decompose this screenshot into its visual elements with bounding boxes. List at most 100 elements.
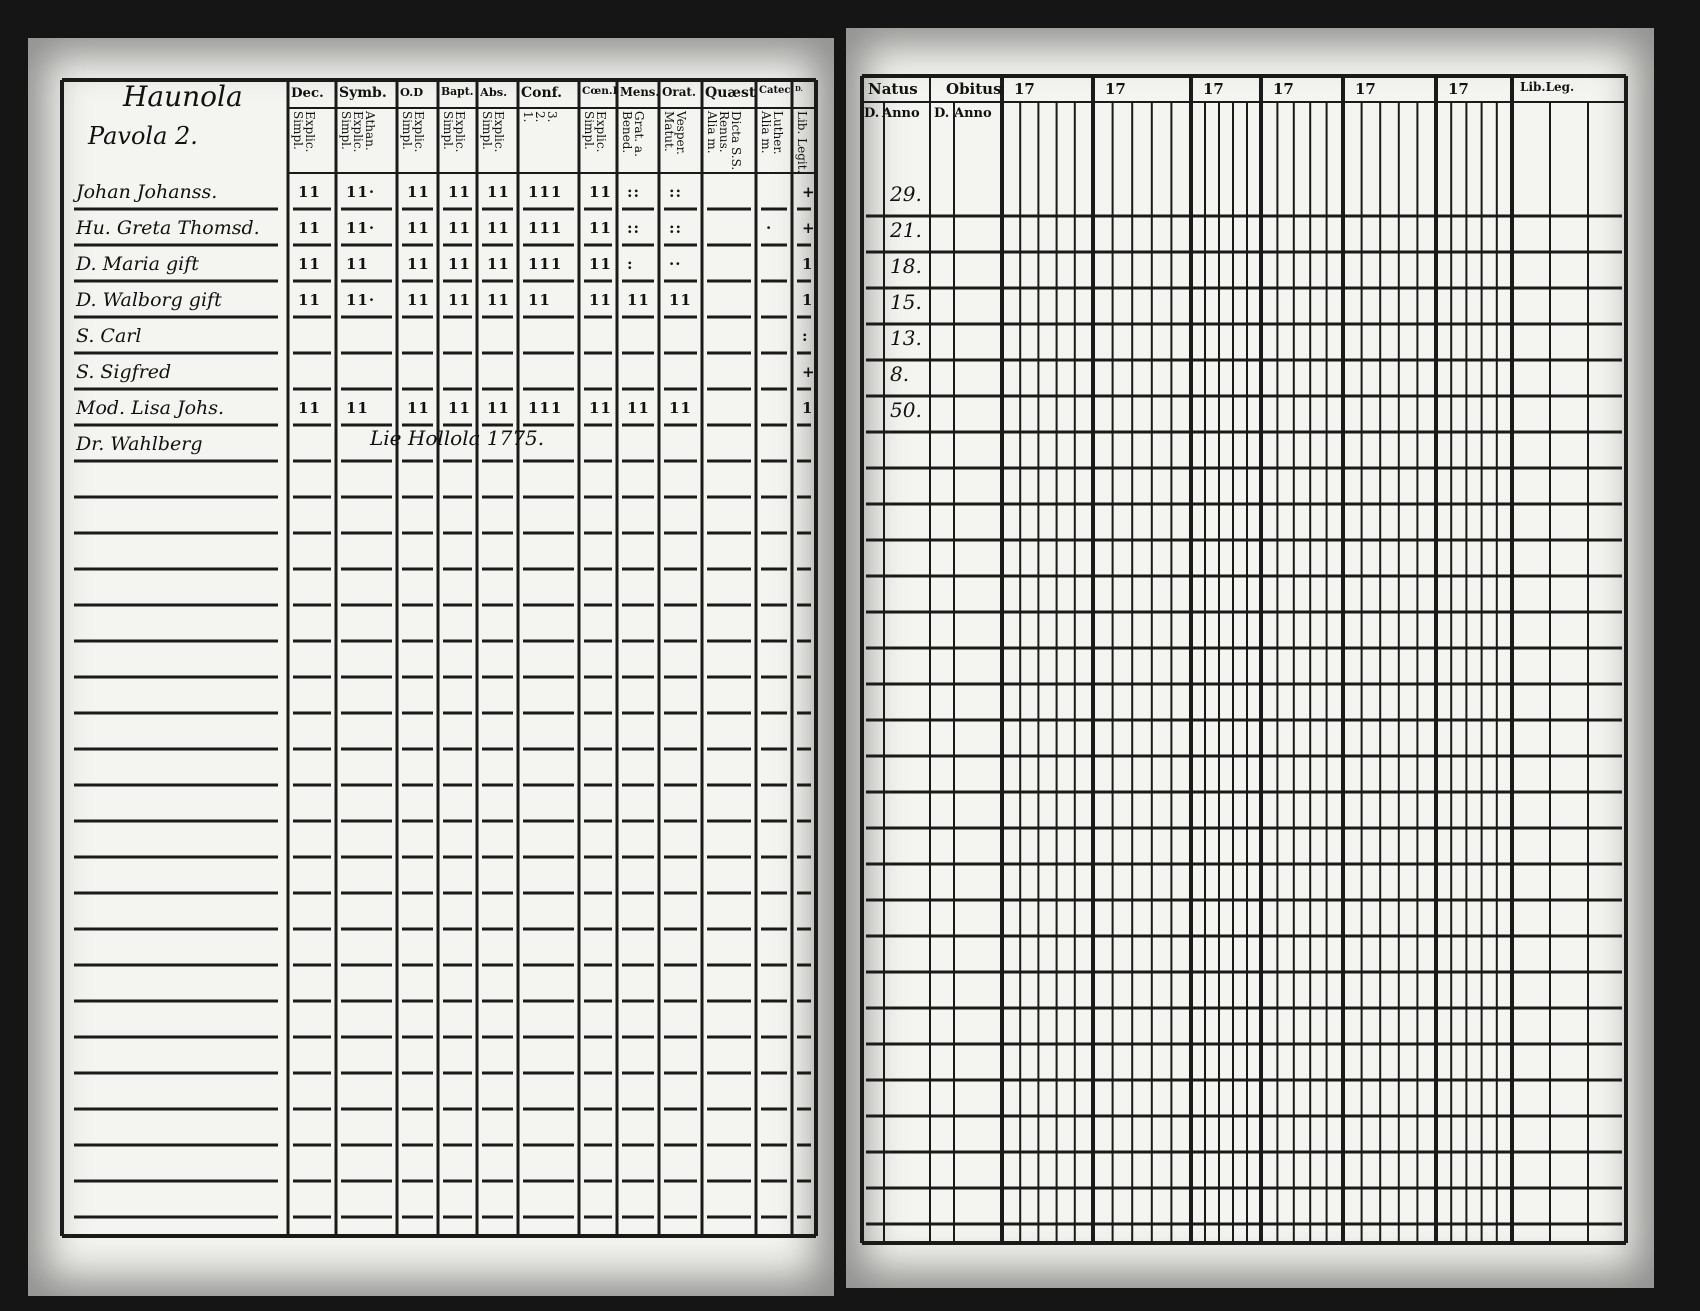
- catechism-mark: 1: [802, 399, 814, 417]
- column-subheader: Explic. Simpl.: [291, 111, 317, 153]
- person-name: Johan Johanss.: [76, 181, 218, 203]
- catechism-mark: ::: [627, 183, 641, 201]
- catechism-mark: 111: [528, 399, 563, 417]
- catechism-mark: 11: [589, 183, 612, 201]
- catechism-mark: 11: [669, 399, 692, 417]
- catechism-mark: 11: [528, 291, 551, 309]
- catechism-mark: 11: [448, 255, 471, 273]
- catechism-mark: 11: [589, 291, 612, 309]
- column-header: Quæst.: [705, 85, 755, 101]
- year-header: 17: [1105, 80, 1126, 98]
- lib-leg-header: Lib.Leg.: [1520, 80, 1575, 94]
- column-subheader: Explic. Simpl.: [582, 111, 608, 153]
- obitus-header: Obitus: [946, 80, 1002, 98]
- birth-year: 18.: [890, 254, 922, 278]
- catechism-mark: 11: [627, 399, 650, 417]
- catechism-mark: 11: [487, 183, 510, 201]
- catechism-mark: 11: [298, 255, 321, 273]
- catechism-mark: 11·: [346, 183, 376, 201]
- column-subheader: Lib. Legit.: [795, 111, 809, 174]
- catechism-mark: ::: [627, 219, 641, 237]
- column-header: O.D: [400, 85, 424, 99]
- column-header: Abs.: [480, 85, 508, 99]
- column-subheader: Grat. a. Bened.: [620, 111, 646, 157]
- column-subheader: Dicta S.S. Renus. Alia m.: [705, 111, 743, 171]
- catechism-mark: 11: [407, 255, 430, 273]
- catechism-mark: 11: [448, 399, 471, 417]
- year-header: 17: [1273, 80, 1294, 98]
- column-subheader: Luther. Alia m.: [759, 111, 785, 155]
- person-name: S. Sigfred: [76, 361, 172, 383]
- catechism-mark: 111: [528, 255, 563, 273]
- catechism-mark: 11: [407, 291, 430, 309]
- left-grid: [60, 78, 818, 1238]
- birth-year: 13.: [890, 326, 922, 350]
- birth-year: 15.: [890, 290, 922, 314]
- column-header: Mens.: [620, 85, 658, 99]
- column-header: Catech.: [759, 85, 791, 96]
- right-grid: [860, 74, 1628, 1245]
- obitus-day-header: D.: [934, 106, 950, 121]
- village-name: Haunola: [123, 80, 243, 113]
- natus-anno-header: Anno: [882, 106, 920, 121]
- catechism-mark: 11: [407, 399, 430, 417]
- column-header: Orat.: [662, 85, 697, 99]
- catechism-mark: 11: [589, 255, 612, 273]
- catechism-mark: 11: [298, 399, 321, 417]
- catechism-mark: 11·: [346, 291, 376, 309]
- year-header: 17: [1014, 80, 1035, 98]
- column-header: Bapt.: [441, 85, 474, 98]
- catechism-mark: 11: [669, 291, 692, 309]
- catechism-mark: 111: [528, 219, 563, 237]
- catechism-mark: 11: [407, 219, 430, 237]
- left-page: Haunola Pavola 2. Dec. Explic. Simpl. Symb…: [28, 38, 834, 1296]
- catechism-mark: 11: [407, 183, 430, 201]
- catechism-mark: 11: [589, 219, 612, 237]
- removal-note: Lie Hollola 1775.: [370, 426, 545, 450]
- catechism-mark: ·: [766, 219, 773, 237]
- catechism-mark: 11: [298, 219, 321, 237]
- catechism-mark: 111: [528, 183, 563, 201]
- natus-header: Natus: [868, 80, 918, 98]
- catechism-mark: ::: [669, 183, 683, 201]
- birth-year: 21.: [890, 218, 922, 242]
- catechism-mark: +: [802, 363, 816, 381]
- catechism-mark: :: [802, 327, 809, 345]
- catechism-mark: 11·: [346, 219, 376, 237]
- column-subheader: Athan. Explic. Simpl.: [339, 111, 377, 153]
- birth-year: 29.: [890, 182, 922, 206]
- catechism-mark: 1: [802, 255, 814, 273]
- catechism-mark: 11: [448, 183, 471, 201]
- catechism-mark: 11: [448, 291, 471, 309]
- catechism-mark: 1: [802, 291, 814, 309]
- person-name: Mod. Lisa Johs.: [76, 397, 225, 419]
- catechism-mark: 11: [487, 255, 510, 273]
- person-name: Dr. Wahlberg: [76, 433, 203, 455]
- catechism-mark: 11: [487, 399, 510, 417]
- birth-year: 8.: [890, 362, 910, 386]
- catechism-mark: +: [802, 183, 816, 201]
- column-header: Cœn.D: [582, 85, 616, 97]
- catechism-mark: 11: [589, 399, 612, 417]
- catechism-mark: 11: [448, 219, 471, 237]
- natus-day-header: D.: [864, 106, 880, 121]
- right-page: Natus Obitus D. Anno D. Anno 17 17 17 17 17 1…: [846, 28, 1654, 1288]
- catechism-mark: 11: [487, 219, 510, 237]
- catechism-mark: 11: [298, 183, 321, 201]
- column-subheader: Explic. Simpl.: [400, 111, 426, 153]
- catechism-mark: 11: [346, 255, 369, 273]
- catechism-mark: :: [627, 255, 634, 273]
- catechism-mark: ··: [669, 255, 682, 273]
- year-header: 17: [1355, 80, 1376, 98]
- obitus-anno-header: Anno: [954, 106, 992, 121]
- column-header: Symb.: [339, 85, 387, 101]
- column-subheader: Vesper. Matut.: [662, 111, 688, 155]
- year-header: 17: [1448, 80, 1469, 98]
- birth-year: 50.: [890, 398, 922, 422]
- catechism-mark: ::: [669, 219, 683, 237]
- person-name: D. Walborg gift: [76, 289, 222, 311]
- column-header: Conf.: [521, 85, 563, 101]
- column-subheader: Explic. Simpl.: [441, 111, 467, 153]
- person-name: S. Carl: [76, 325, 142, 347]
- catechism-mark: 11: [627, 291, 650, 309]
